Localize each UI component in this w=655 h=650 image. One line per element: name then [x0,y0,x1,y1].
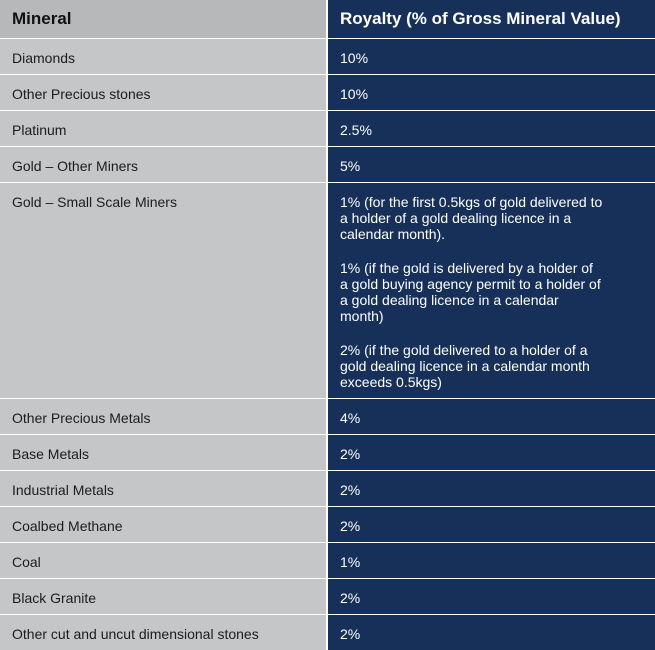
royalty-cell: 1% [327,542,655,579]
royalty-value: 2% [340,445,361,462]
royalty-value: 1% [340,553,361,570]
table-row: Gold – Other Miners 5% [0,146,655,183]
mineral-cell: Gold – Small Scale Miners [0,182,328,399]
royalty-cell: 1% (for the first 0.5kgs of gold deliver… [327,182,655,399]
mineral-cell: Other cut and uncut dimensional stones [0,614,328,650]
mineral-cell: Platinum [0,110,328,147]
mineral-cell: Other Precious stones [0,74,328,111]
table-row: Other Precious Metals 4% [0,398,655,435]
royalty-cell: 2% [327,434,655,471]
header-royalty: Royalty (% of Gross Mineral Value) [327,0,655,39]
royalty-cell: 4% [327,398,655,435]
table-row: Black Granite 2% [0,578,655,615]
mineral-cell: Black Granite [0,578,328,615]
table-body: Diamonds 10% Other Precious stones 10% P… [0,38,655,650]
table-row: Coalbed Methane 2% [0,506,655,543]
mineral-cell: Other Precious Metals [0,398,328,435]
royalty-value: 10% [340,85,369,102]
royalty-value: 2% (if the gold delivered to a holder of… [340,341,590,390]
table-row: Coal 1% [0,542,655,579]
royalty-cell: 2% [327,578,655,615]
mineral-cell: Gold – Other Miners [0,146,328,183]
mineral-cell: Coalbed Methane [0,506,328,543]
royalty-cell: 2% [327,506,655,543]
royalty-value: 1% (if the gold is delivered by a holder… [340,259,601,324]
table-row: Industrial Metals 2% [0,470,655,507]
header-mineral: Mineral [0,0,328,39]
table-row: Diamonds 10% [0,38,655,75]
royalty-value: 10% [340,49,369,66]
royalty-value: 4% [340,409,361,426]
table-row: Other Precious stones 10% [0,74,655,111]
royalty-cell: 2% [327,614,655,650]
table-row: Platinum 2.5% [0,110,655,147]
royalty-value: 1% (for the first 0.5kgs of gold deliver… [340,193,603,242]
royalty-value: 2.5% [340,121,372,138]
royalty-value: 2% [340,589,361,606]
mineral-cell: Diamonds [0,38,328,75]
mineral-cell: Industrial Metals [0,470,328,507]
header-row: Mineral Royalty (% of Gross Mineral Valu… [0,0,655,39]
table-row: Gold – Small Scale Miners 1% (for the fi… [0,182,655,399]
royalty-cell: 5% [327,146,655,183]
royalty-cell: 2.5% [327,110,655,147]
table-header: Mineral Royalty (% of Gross Mineral Valu… [0,0,655,39]
table-row: Other cut and uncut dimensional stones 2… [0,614,655,650]
mineral-cell: Coal [0,542,328,579]
royalty-value: 2% [340,625,361,642]
table-row: Base Metals 2% [0,434,655,471]
royalty-cell: 2% [327,470,655,507]
royalty-value: 2% [340,517,361,534]
mineral-cell: Base Metals [0,434,328,471]
royalty-cell: 10% [327,74,655,111]
royalty-value: 2% [340,481,361,498]
royalty-value: 5% [340,157,361,174]
royalty-cell: 10% [327,38,655,75]
